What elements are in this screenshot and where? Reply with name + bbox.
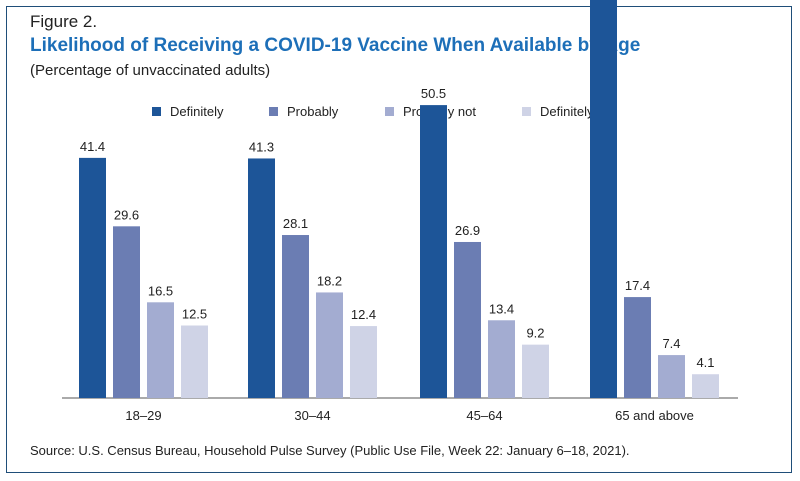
bar-3-1: [420, 105, 447, 398]
bar-1-3: [147, 302, 174, 398]
data-label-3-2: 26.9: [455, 223, 480, 238]
data-label-2-4: 12.4: [351, 307, 376, 322]
data-label-2-3: 18.2: [317, 273, 342, 288]
legend-label-2: Probably: [287, 104, 339, 119]
bar-1-2: [113, 226, 140, 398]
data-label-1-2: 29.6: [114, 207, 139, 222]
data-label-4-4: 4.1: [696, 355, 714, 370]
bar-3-4: [522, 344, 549, 398]
bar-4-4: [692, 374, 719, 398]
category-label-3: 45–64: [466, 408, 502, 423]
data-label-3-1: 50.5: [421, 86, 446, 101]
bar-1-4: [181, 325, 208, 398]
bar-2-1: [248, 158, 275, 398]
data-label-1-3: 16.5: [148, 283, 173, 298]
legend-swatch-1: [152, 107, 161, 116]
data-label-1-1: 41.4: [80, 139, 105, 154]
figure-frame: [6, 6, 792, 473]
bar-2-4: [350, 326, 377, 398]
chart-title: Likelihood of Receiving a COVID-19 Vacci…: [30, 35, 641, 56]
data-label-2-1: 41.3: [249, 139, 274, 154]
bar-2-2: [282, 235, 309, 398]
data-label-4-2: 17.4: [625, 278, 650, 293]
chart-subtitle: (Percentage of unvaccinated adults): [30, 62, 271, 79]
bar-4-2: [624, 297, 651, 398]
bar-3-3: [488, 320, 515, 398]
source-note: Source: U.S. Census Bureau, Household Pu…: [30, 443, 630, 458]
legend-swatch-3: [385, 107, 394, 116]
bar-3-2: [454, 241, 481, 398]
bar-4-3: [658, 355, 685, 398]
data-label-1-4: 12.5: [182, 307, 207, 322]
bar-2-3: [316, 292, 343, 398]
category-label-4: 65 and above: [615, 408, 694, 423]
figure-label: Figure 2.: [30, 12, 98, 31]
legend-label-1: Definitely: [170, 104, 224, 119]
legend-swatch-4: [522, 107, 531, 116]
data-label-2-2: 28.1: [283, 216, 308, 231]
data-label-3-4: 9.2: [526, 326, 544, 341]
category-label-1: 18–29: [125, 408, 161, 423]
data-label-3-3: 13.4: [489, 301, 514, 316]
bar-1-1: [79, 157, 106, 398]
bar-4-1: [590, 0, 617, 399]
legend-swatch-2: [269, 107, 278, 116]
category-label-2: 30–44: [294, 408, 330, 423]
data-label-4-3: 7.4: [662, 336, 680, 351]
